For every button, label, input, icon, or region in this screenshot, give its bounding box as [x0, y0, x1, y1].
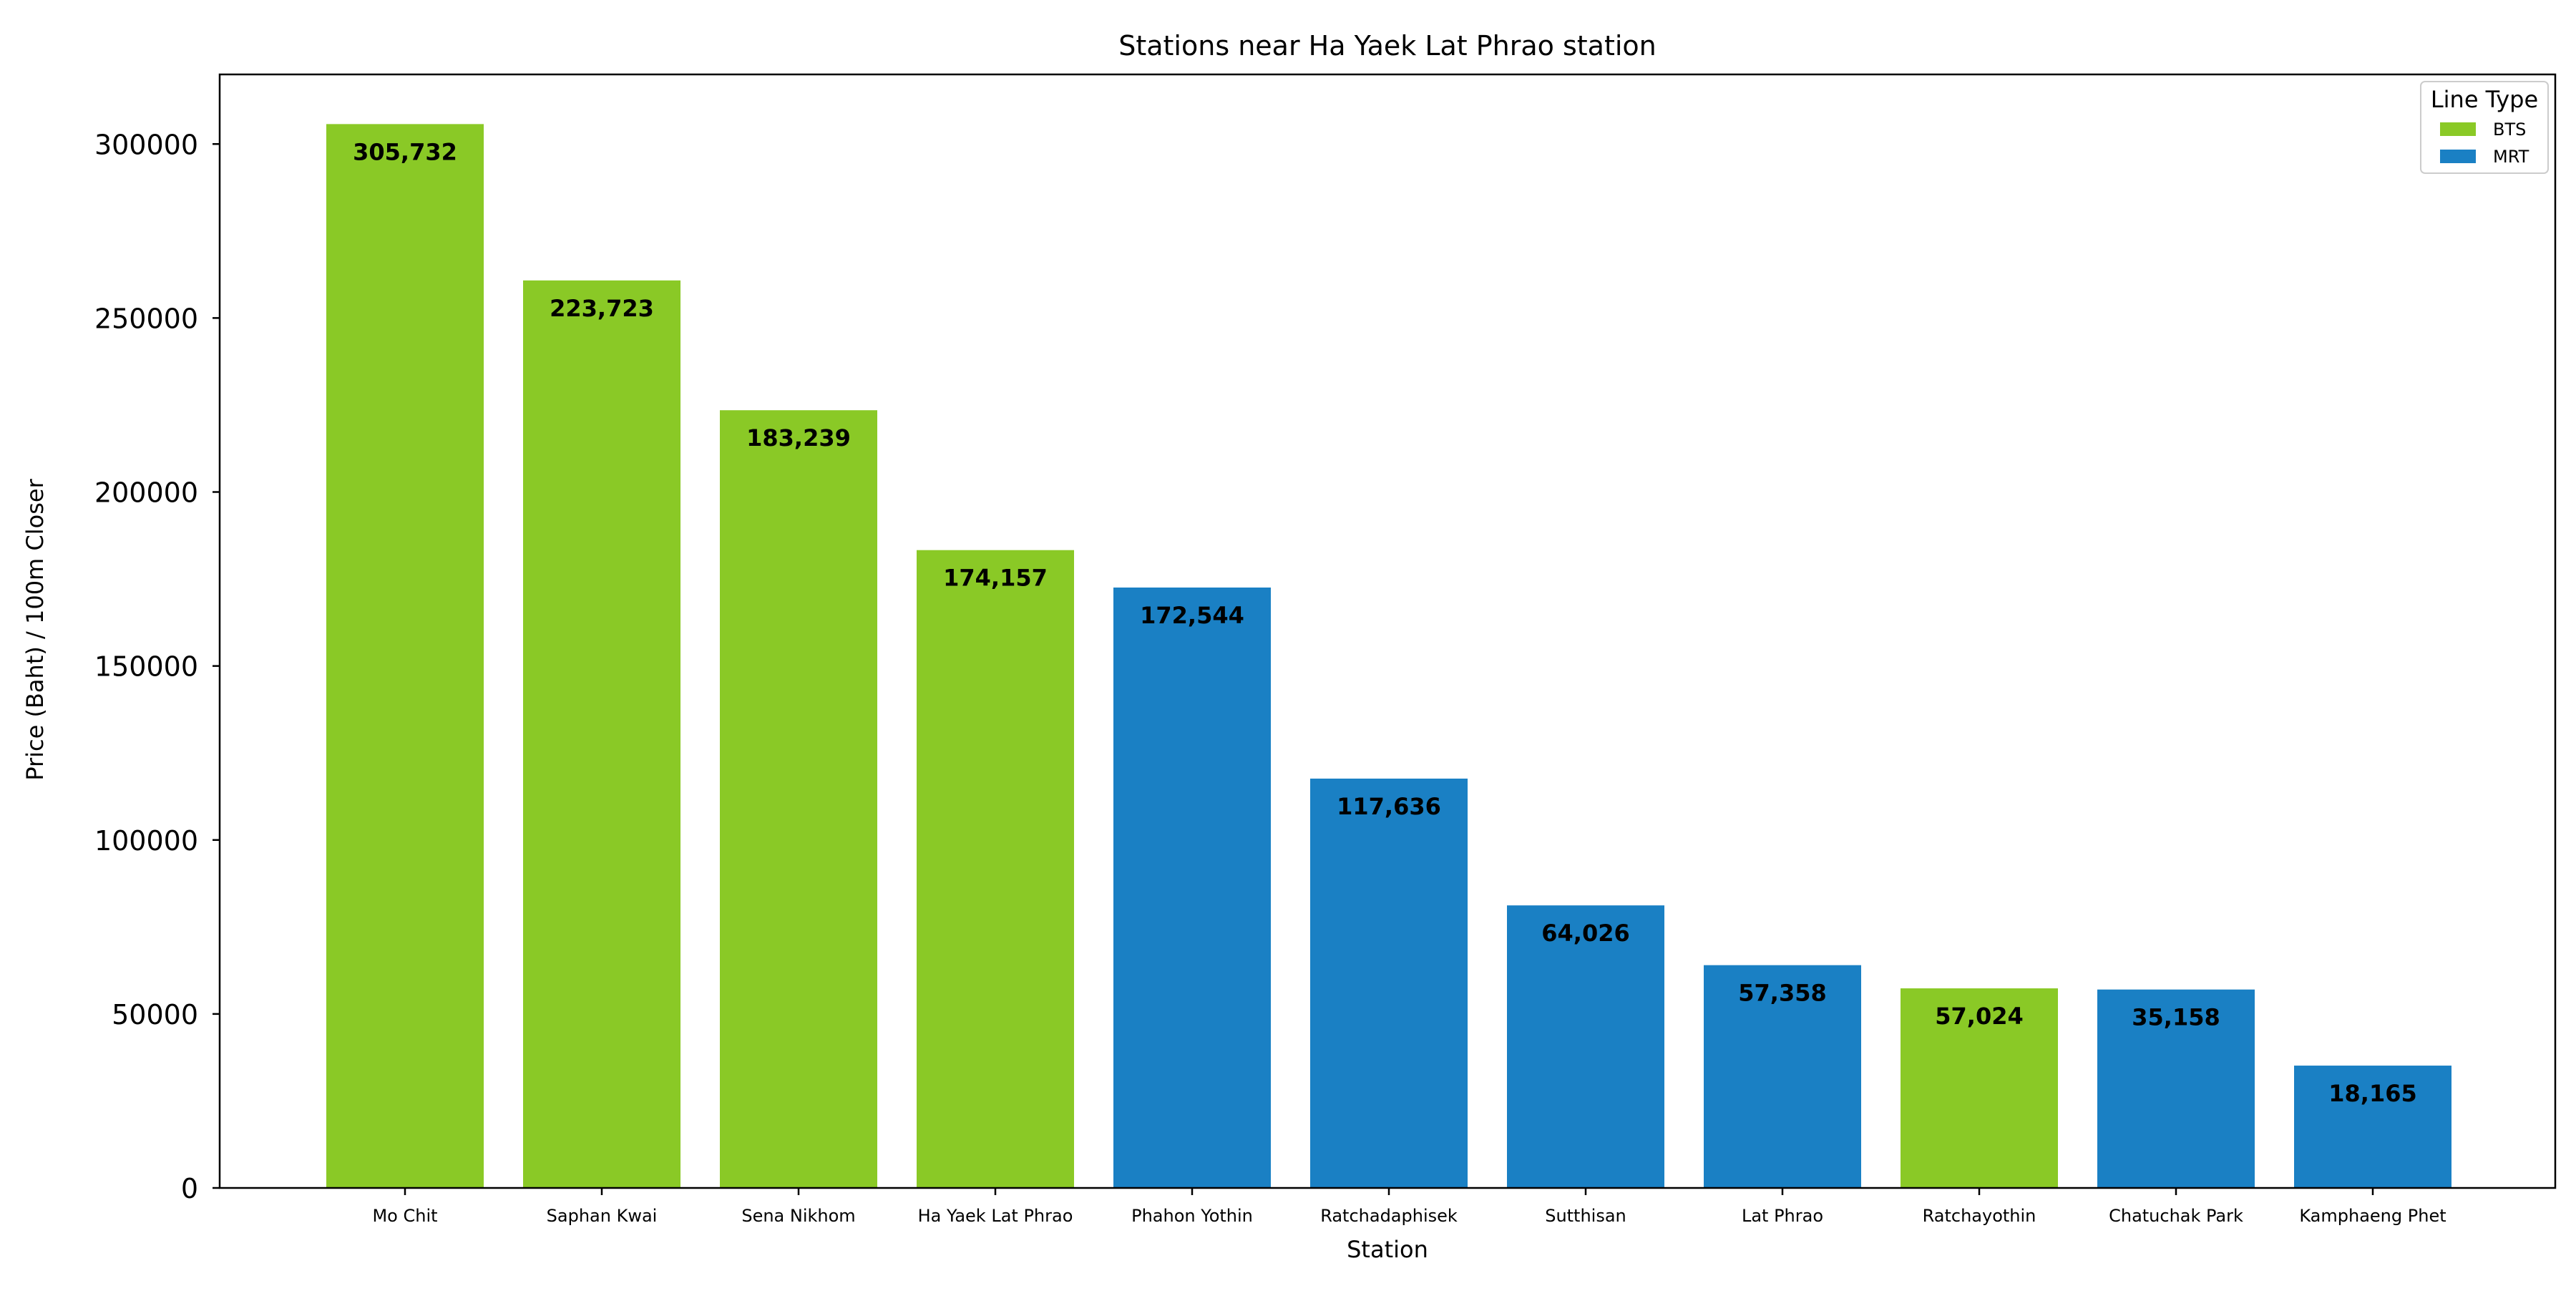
legend: Line Type BTS MRT	[2420, 81, 2549, 174]
plot-frame	[218, 73, 2557, 1189]
x-tick-label-sutthisan: Sutthisan	[1545, 1206, 1626, 1226]
bar-ha-yaek-lat-phrao	[917, 550, 1074, 1188]
bar-value-label-lat-phrao: 57,358	[1738, 980, 1826, 1007]
bar-saphan-kwai	[523, 280, 680, 1188]
bar-value-label-ha-yaek-lat-phrao: 174,157	[943, 565, 1048, 592]
y-tick-label-250000: 250000	[94, 303, 198, 334]
y-tick-label-50000: 50000	[112, 999, 198, 1031]
x-tick-label-chatuchak-park: Chatuchak Park	[2109, 1206, 2243, 1226]
y-tick-label-200000: 200000	[94, 477, 198, 509]
bars-layer	[326, 124, 2451, 1189]
x-tick-label-kamphaeng-phet: Kamphaeng Phet	[2299, 1206, 2446, 1226]
bar-value-label-ratchayothin: 57,024	[1935, 1003, 2023, 1030]
x-tick-label-phahon-yothin: Phahon Yothin	[1131, 1206, 1253, 1226]
x-tick-label-ha-yaek-lat-phrao: Ha Yaek Lat Phrao	[918, 1206, 1073, 1226]
legend-swatch-bts	[2440, 122, 2476, 136]
x-tick-label-ratchayothin: Ratchayothin	[1923, 1206, 2036, 1226]
bar-ratchadaphisek	[1310, 778, 1468, 1188]
bar-ratchayothin	[1901, 988, 2058, 1188]
y-tick-label-100000: 100000	[94, 825, 198, 857]
bar-sena-nikhom	[720, 410, 877, 1189]
y-axis-ticks: 0 50000 100000 150000 200000 250000 300000	[94, 129, 220, 1204]
legend-label-mrt: MRT	[2493, 147, 2529, 167]
x-axis-ticks: Mo Chit Saphan Kwai Sena Nikhom Ha Yaek Lat…	[372, 1188, 2446, 1226]
bar-value-label-kamphaeng-phet: 18,165	[2328, 1080, 2416, 1107]
bar-value-label-ratchadaphisek: 117,636	[1337, 793, 1441, 820]
bar-value-label-sutthisan: 64,026	[1541, 920, 1629, 947]
bar-value-label-sena-nikhom: 183,239	[746, 424, 851, 452]
x-tick-label-ratchadaphisek: Ratchadaphisek	[1320, 1206, 1458, 1226]
bar-mo-chit	[326, 124, 484, 1188]
y-tick-label-300000: 300000	[94, 129, 198, 160]
bar-sutthisan	[1507, 905, 1664, 1188]
y-tick-label-150000: 150000	[94, 651, 198, 683]
bar-value-label-phahon-yothin: 172,544	[1140, 602, 1244, 629]
y-axis-label: Price (Baht) / 100m Closer	[21, 478, 49, 780]
legend-swatch-mrt	[2440, 150, 2476, 163]
bar-phahon-yothin	[1113, 588, 1271, 1188]
bar-value-label-chatuchak-park: 35,158	[2132, 1004, 2220, 1031]
x-tick-label-lat-phrao: Lat Phrao	[1742, 1206, 1823, 1226]
x-axis-label: Station	[1347, 1236, 1428, 1263]
x-tick-label-saphan-kwai: Saphan Kwai	[547, 1206, 658, 1226]
x-tick-label-mo-chit: Mo Chit	[372, 1206, 437, 1226]
bar-value-labels: 305,732 223,723 183,239 174,157 172,544 117,6…	[353, 138, 2417, 1107]
bar-value-label-mo-chit: 305,732	[353, 138, 457, 165]
bar-value-label-saphan-kwai: 223,723	[550, 295, 654, 322]
y-tick-label-0: 0	[181, 1173, 198, 1204]
bar-chatuchak-park	[2097, 989, 2255, 1188]
bar-lat-phrao	[1704, 965, 1861, 1188]
bar-kamphaeng-phet	[2294, 1066, 2451, 1188]
x-tick-label-sena-nikhom: Sena Nikhom	[741, 1206, 855, 1226]
legend-title: Line Type	[2431, 86, 2538, 113]
legend-label-bts: BTS	[2493, 120, 2526, 140]
chart-title: Stations near Ha Yaek Lat Phrao station	[1118, 30, 1657, 62]
